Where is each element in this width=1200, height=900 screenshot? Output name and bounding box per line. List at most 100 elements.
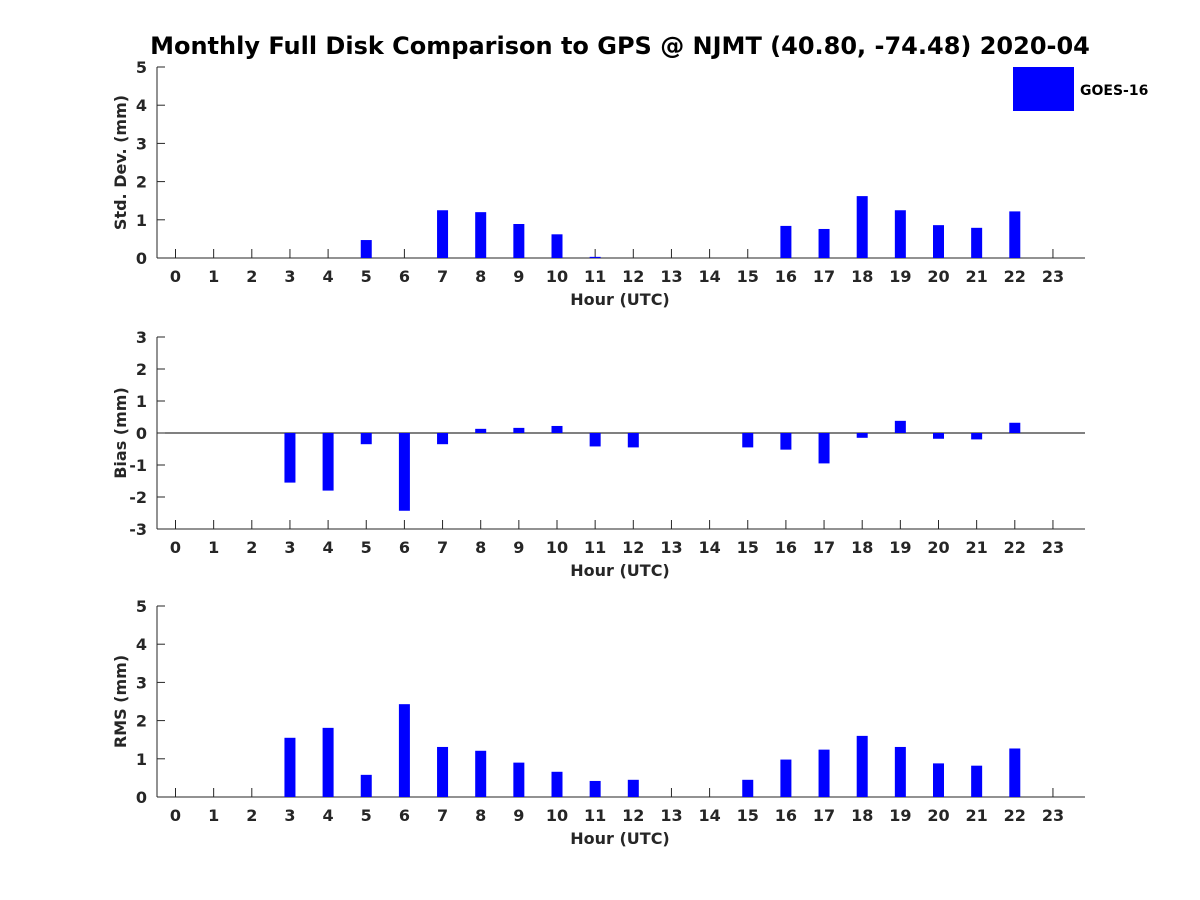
bar-hour-22 — [1009, 422, 1021, 433]
bar-hour-9 — [513, 224, 525, 258]
y-axis-label: RMS (mm) — [111, 655, 130, 748]
y-tick-label: 0 — [136, 249, 147, 268]
x-tick-label: 7 — [437, 806, 448, 825]
x-tick-label: 2 — [246, 806, 257, 825]
x-tick-label: 2 — [246, 267, 257, 286]
y-tick-label: 5 — [136, 597, 147, 616]
bar-hour-15 — [742, 779, 754, 797]
x-tick-label: 13 — [660, 267, 682, 286]
x-tick-label: 19 — [889, 538, 911, 557]
y-tick-label: 1 — [136, 392, 147, 411]
bar-hour-16 — [780, 759, 792, 797]
bar-hour-20 — [933, 433, 944, 439]
x-tick-label: 12 — [622, 267, 644, 286]
y-tick-label: 3 — [136, 328, 147, 347]
bar-hour-3 — [284, 433, 296, 483]
x-tick-label: 15 — [737, 267, 759, 286]
y-tick-label: 2 — [136, 712, 147, 731]
bar-hour-7 — [437, 210, 449, 258]
x-tick-label: 21 — [966, 267, 988, 286]
bar-hour-12 — [627, 779, 639, 797]
x-tick-label: 17 — [813, 806, 835, 825]
x-tick-label: 4 — [323, 267, 334, 286]
x-tick-label: 20 — [927, 806, 949, 825]
bar-hour-4 — [322, 433, 334, 491]
x-tick-label: 4 — [323, 538, 334, 557]
bar-hour-9 — [513, 427, 525, 433]
bar-hour-12 — [627, 433, 639, 448]
x-tick-label: 1 — [208, 538, 219, 557]
y-tick-label: 2 — [136, 173, 147, 192]
x-tick-label: 8 — [475, 267, 486, 286]
bar-hour-19 — [894, 420, 906, 433]
x-tick-label: 12 — [622, 806, 644, 825]
y-tick-label: 4 — [136, 96, 147, 115]
chart-title: Monthly Full Disk Comparison to GPS @ NJ… — [150, 32, 1090, 60]
x-tick-label: 12 — [622, 538, 644, 557]
x-tick-label: 5 — [361, 538, 372, 557]
x-tick-label: 21 — [966, 538, 988, 557]
x-axis-label: Hour (UTC) — [570, 829, 670, 848]
bar-hour-22 — [1009, 211, 1021, 258]
y-tick-label: 4 — [136, 635, 147, 654]
x-tick-label: 7 — [437, 267, 448, 286]
bar-hour-6 — [398, 433, 410, 511]
bar-hour-19 — [894, 210, 906, 258]
bar-hour-15 — [742, 433, 754, 448]
x-tick-label: 11 — [584, 538, 606, 557]
y-tick-label: -1 — [129, 456, 147, 475]
y-tick-label: 1 — [136, 750, 147, 769]
x-tick-label: 18 — [851, 538, 873, 557]
y-tick-label: 1 — [136, 211, 147, 230]
bar-hour-8 — [475, 428, 487, 433]
y-tick-label: 3 — [136, 673, 147, 692]
legend-label: GOES-16 — [1080, 83, 1148, 99]
x-tick-label: 17 — [813, 267, 835, 286]
x-tick-label: 13 — [660, 806, 682, 825]
x-tick-label: 8 — [475, 806, 486, 825]
x-axis-label: Hour (UTC) — [570, 561, 670, 580]
x-tick-label: 16 — [775, 806, 797, 825]
y-tick-label: -3 — [129, 520, 147, 539]
x-tick-label: 15 — [737, 538, 759, 557]
bar-hour-11 — [589, 433, 601, 447]
x-tick-label: 11 — [584, 806, 606, 825]
y-tick-label: 0 — [136, 788, 147, 807]
bar-hour-5 — [360, 240, 372, 258]
y-axis-label: Bias (mm) — [111, 387, 130, 479]
x-tick-label: 6 — [399, 538, 410, 557]
x-tick-label: 10 — [546, 806, 568, 825]
x-tick-label: 9 — [513, 267, 524, 286]
bar-hour-18 — [856, 196, 868, 258]
bar-hour-17 — [818, 749, 830, 797]
bar-hour-7 — [437, 746, 449, 797]
bar-hour-5 — [360, 433, 372, 445]
x-tick-label: 3 — [284, 806, 295, 825]
bar-hour-11 — [589, 780, 601, 797]
legend: GOES-16 — [1013, 67, 1148, 111]
x-tick-label: 17 — [813, 538, 835, 557]
x-tick-label: 14 — [698, 806, 720, 825]
x-tick-label: 3 — [284, 538, 295, 557]
x-tick-label: 10 — [546, 267, 568, 286]
bar-hour-22 — [1009, 748, 1021, 797]
x-axis-label: Hour (UTC) — [570, 290, 670, 309]
x-tick-label: 16 — [775, 538, 797, 557]
x-tick-label: 23 — [1042, 538, 1064, 557]
x-tick-label: 20 — [927, 267, 949, 286]
bar-hour-8 — [475, 212, 487, 258]
x-tick-label: 3 — [284, 267, 295, 286]
x-tick-label: 2 — [246, 538, 257, 557]
x-tick-label: 19 — [889, 806, 911, 825]
y-tick-label: 3 — [136, 134, 147, 153]
x-tick-label: 4 — [323, 806, 334, 825]
x-tick-label: 9 — [513, 538, 524, 557]
y-tick-label: 5 — [136, 58, 147, 77]
bar-hour-21 — [971, 227, 983, 258]
bar-hour-20 — [933, 763, 944, 797]
x-tick-label: 18 — [851, 267, 873, 286]
x-tick-label: 0 — [170, 806, 181, 825]
x-tick-label: 5 — [361, 806, 372, 825]
